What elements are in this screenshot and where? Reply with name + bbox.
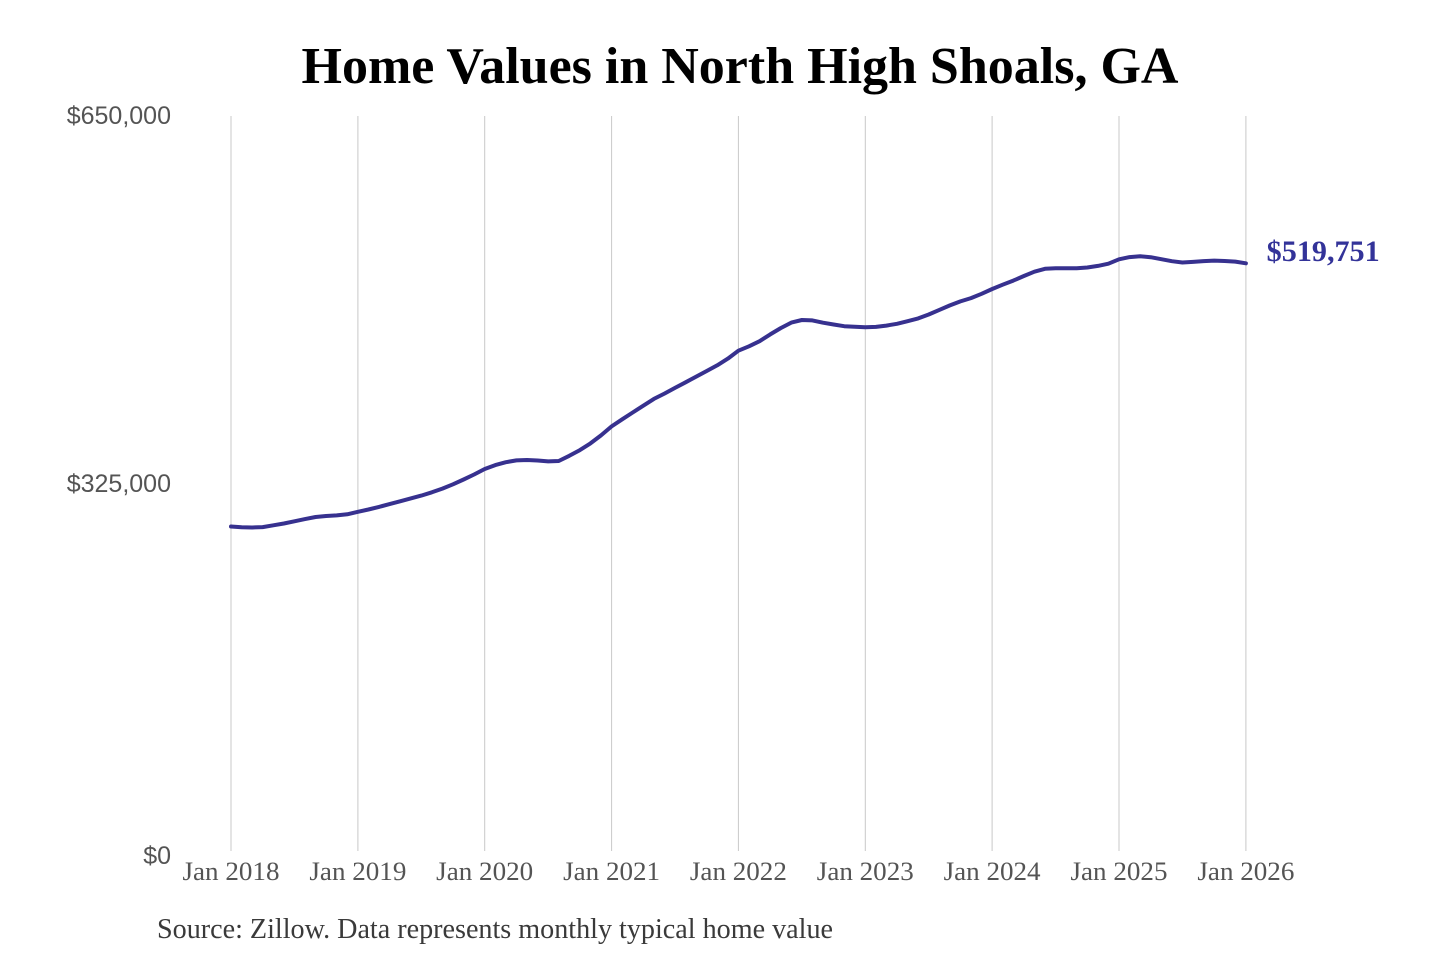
svg-text:Source: Zillow. Data represent: Source: Zillow. Data represents monthly … — [157, 914, 833, 945]
svg-text:Jan 2025: Jan 2025 — [1071, 857, 1168, 886]
svg-text:$0: $0 — [143, 842, 171, 870]
svg-text:Jan 2026: Jan 2026 — [1197, 857, 1294, 886]
svg-text:Jan 2020: Jan 2020 — [436, 857, 533, 886]
svg-text:Jan 2023: Jan 2023 — [817, 857, 914, 886]
svg-text:Jan 2021: Jan 2021 — [563, 857, 660, 886]
svg-text:Jan 2022: Jan 2022 — [690, 857, 787, 886]
svg-text:$519,751: $519,751 — [1267, 235, 1380, 268]
svg-text:Jan 2024: Jan 2024 — [944, 857, 1041, 886]
svg-text:Jan 2018: Jan 2018 — [183, 857, 280, 886]
svg-text:$325,000: $325,000 — [67, 470, 171, 498]
svg-text:$650,000: $650,000 — [67, 102, 171, 130]
svg-text:Jan 2019: Jan 2019 — [309, 857, 406, 886]
svg-text:Home Values in North High Shoa: Home Values in North High Shoals, GA — [302, 38, 1179, 95]
